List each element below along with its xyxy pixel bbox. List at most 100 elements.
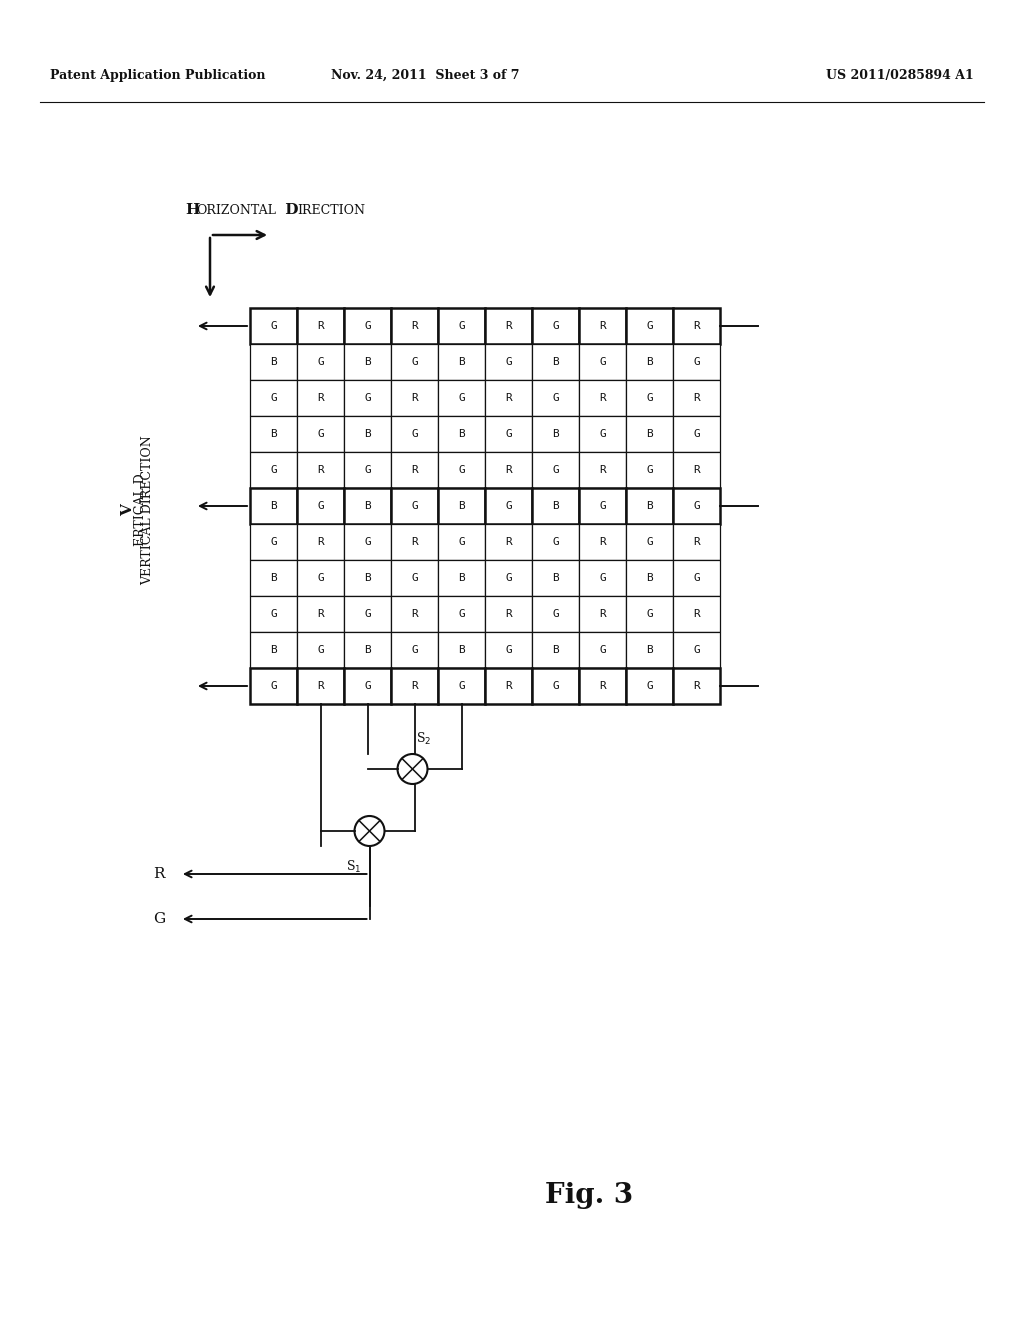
Bar (391, 524, 438, 560)
Bar (579, 451, 626, 488)
Text: G: G (317, 502, 324, 511)
Bar (485, 345, 532, 380)
Bar (297, 524, 344, 560)
Text: G: G (458, 681, 465, 690)
Bar (391, 597, 438, 632)
Bar (532, 597, 579, 632)
Text: G: G (599, 429, 606, 440)
Text: R: R (599, 321, 606, 331)
Text: G: G (270, 537, 276, 546)
Bar (344, 451, 391, 488)
Bar (250, 308, 297, 345)
Bar (673, 451, 720, 488)
Bar (532, 524, 579, 560)
Text: G: G (505, 429, 512, 440)
Text: B: B (365, 429, 371, 440)
Bar (485, 308, 532, 345)
Bar (626, 345, 673, 380)
Text: R: R (505, 321, 512, 331)
Text: B: B (365, 356, 371, 367)
Bar (626, 451, 673, 488)
Text: G: G (317, 573, 324, 583)
Text: G: G (693, 645, 699, 655)
Text: R: R (411, 609, 418, 619)
Text: R: R (505, 465, 512, 475)
Bar (297, 416, 344, 451)
Text: B: B (646, 502, 653, 511)
Text: G: G (317, 429, 324, 440)
Text: R: R (505, 681, 512, 690)
Text: G: G (599, 645, 606, 655)
Bar (250, 560, 297, 597)
Text: G: G (270, 609, 276, 619)
Text: R: R (693, 393, 699, 403)
Text: G: G (693, 429, 699, 440)
Text: G: G (458, 465, 465, 475)
Text: G: G (646, 537, 653, 546)
Bar (579, 416, 626, 451)
Text: B: B (646, 645, 653, 655)
Bar (673, 632, 720, 668)
Bar (438, 632, 485, 668)
Bar (673, 416, 720, 451)
Text: R: R (599, 393, 606, 403)
Text: G: G (693, 573, 699, 583)
Bar (391, 488, 438, 524)
Text: R: R (599, 609, 606, 619)
Bar (485, 488, 532, 524)
Bar (532, 416, 579, 451)
Text: G: G (552, 393, 559, 403)
Text: G: G (270, 393, 276, 403)
Bar (344, 668, 391, 704)
Bar (391, 380, 438, 416)
Bar (344, 345, 391, 380)
Bar (438, 524, 485, 560)
Bar (626, 597, 673, 632)
Text: B: B (270, 502, 276, 511)
Bar (579, 488, 626, 524)
Bar (250, 597, 297, 632)
Text: B: B (270, 356, 276, 367)
Text: G: G (646, 609, 653, 619)
Text: ERTICAL D: ERTICAL D (133, 474, 146, 546)
Bar (438, 597, 485, 632)
Text: R: R (599, 537, 606, 546)
Bar (438, 345, 485, 380)
Text: R: R (693, 321, 699, 331)
Bar (250, 416, 297, 451)
Text: R: R (693, 465, 699, 475)
Text: B: B (458, 429, 465, 440)
Text: G: G (505, 502, 512, 511)
Text: G: G (365, 609, 371, 619)
Bar (673, 488, 720, 524)
Bar (297, 488, 344, 524)
Text: R: R (599, 681, 606, 690)
Text: B: B (270, 573, 276, 583)
Text: G: G (552, 465, 559, 475)
Bar (626, 416, 673, 451)
Bar (532, 345, 579, 380)
Text: R: R (317, 681, 324, 690)
Bar (250, 668, 297, 704)
Text: G: G (552, 609, 559, 619)
Bar (673, 308, 720, 345)
Text: G: G (458, 393, 465, 403)
Bar (626, 380, 673, 416)
Bar (344, 632, 391, 668)
Bar (485, 668, 532, 704)
Text: G: G (552, 681, 559, 690)
Bar (438, 451, 485, 488)
Text: G: G (458, 537, 465, 546)
Text: Fig. 3: Fig. 3 (545, 1183, 633, 1209)
Text: R: R (317, 393, 324, 403)
Text: G: G (552, 321, 559, 331)
Text: R: R (411, 393, 418, 403)
Text: G: G (153, 912, 165, 927)
Bar (485, 524, 532, 560)
Text: G: G (693, 356, 699, 367)
Bar (485, 416, 532, 451)
Text: B: B (646, 573, 653, 583)
Text: R: R (317, 465, 324, 475)
Text: B: B (552, 502, 559, 511)
Bar (579, 632, 626, 668)
